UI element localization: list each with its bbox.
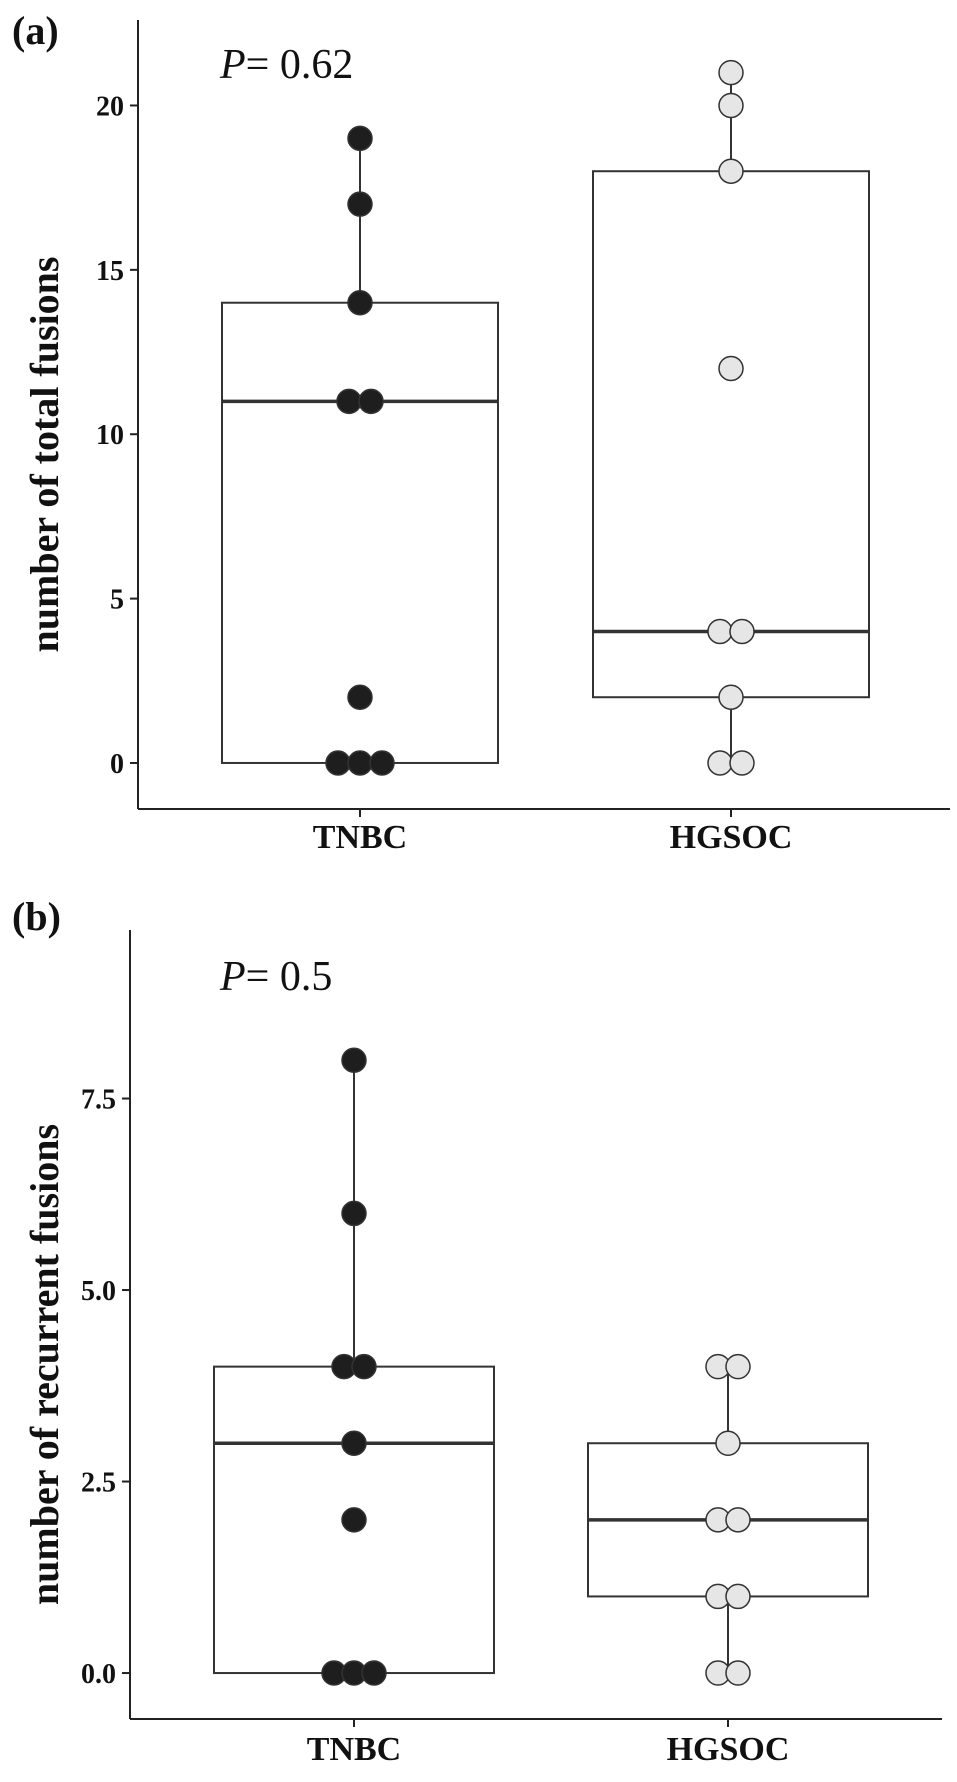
y-axis-label: number of recurrent fusions xyxy=(22,1124,67,1605)
p-value-text: = 0.62 xyxy=(246,42,354,88)
data-point xyxy=(369,750,395,776)
data-point xyxy=(341,1430,367,1456)
data-point xyxy=(341,1200,367,1227)
box-group-tnbc xyxy=(221,125,499,776)
data-point xyxy=(725,1353,751,1380)
box-group-hgsoc xyxy=(592,59,870,776)
panel-label: (b) xyxy=(12,894,61,939)
y-tick-label: 0.0 xyxy=(81,1659,116,1690)
data-point xyxy=(341,1047,367,1073)
data-point xyxy=(718,59,744,86)
data-point xyxy=(341,1507,367,1533)
data-point xyxy=(718,158,744,184)
y-tick-label: 2.5 xyxy=(81,1468,116,1499)
data-point xyxy=(358,388,384,415)
y-tick-label: 5.0 xyxy=(81,1276,116,1307)
data-point xyxy=(336,388,362,415)
data-point xyxy=(725,1583,751,1610)
data-point xyxy=(725,1507,751,1533)
y-tick-label: 7.5 xyxy=(81,1085,116,1116)
box-group-hgsoc xyxy=(587,1353,869,1686)
x-tick-label-hgsoc: HGSOC xyxy=(667,1731,790,1768)
panel-label: (a) xyxy=(12,8,59,53)
y-tick-label: 0 xyxy=(110,749,124,780)
data-point xyxy=(347,191,373,217)
data-point xyxy=(715,1430,741,1456)
p-value-annotation: P= 0.5 xyxy=(219,954,332,1000)
data-point xyxy=(718,684,744,710)
data-point xyxy=(325,750,351,776)
p-value-symbol: P xyxy=(219,42,246,88)
data-point xyxy=(725,1660,751,1686)
y-tick-label: 10 xyxy=(96,420,124,451)
box-group-tnbc xyxy=(213,1047,495,1686)
data-point xyxy=(347,289,373,316)
y-tick-label: 5 xyxy=(110,585,124,616)
data-point xyxy=(718,355,744,382)
data-point xyxy=(347,750,373,776)
y-tick-label: 15 xyxy=(96,256,124,287)
chart-panel-b: (b) 0.0 2.5 5.0 7.5 number of recurrent fusio… xyxy=(12,894,942,1768)
x-tick-label-tnbc: TNBC xyxy=(307,1731,401,1768)
data-point xyxy=(707,618,733,645)
data-point xyxy=(718,92,744,119)
x-tick-label-tnbc: TNBC xyxy=(313,819,407,856)
data-point xyxy=(347,125,373,152)
data-point xyxy=(361,1660,387,1686)
data-point xyxy=(729,618,755,645)
p-value-text: = 0.5 xyxy=(246,954,333,1000)
box-iqr xyxy=(592,170,870,699)
y-axis-label: number of total fusions xyxy=(22,257,67,653)
data-point xyxy=(729,750,755,776)
y-tick-label: 20 xyxy=(96,91,124,122)
chart-panel-a: (a) 0 5 10 15 20 number of total fusions TNBC HG… xyxy=(12,8,950,856)
p-value-symbol: P xyxy=(219,954,246,1000)
data-point xyxy=(347,684,373,710)
p-value-annotation: P= 0.62 xyxy=(219,42,353,88)
x-tick-label-hgsoc: HGSOC xyxy=(670,819,793,856)
data-point xyxy=(351,1353,377,1380)
data-point xyxy=(707,750,733,776)
